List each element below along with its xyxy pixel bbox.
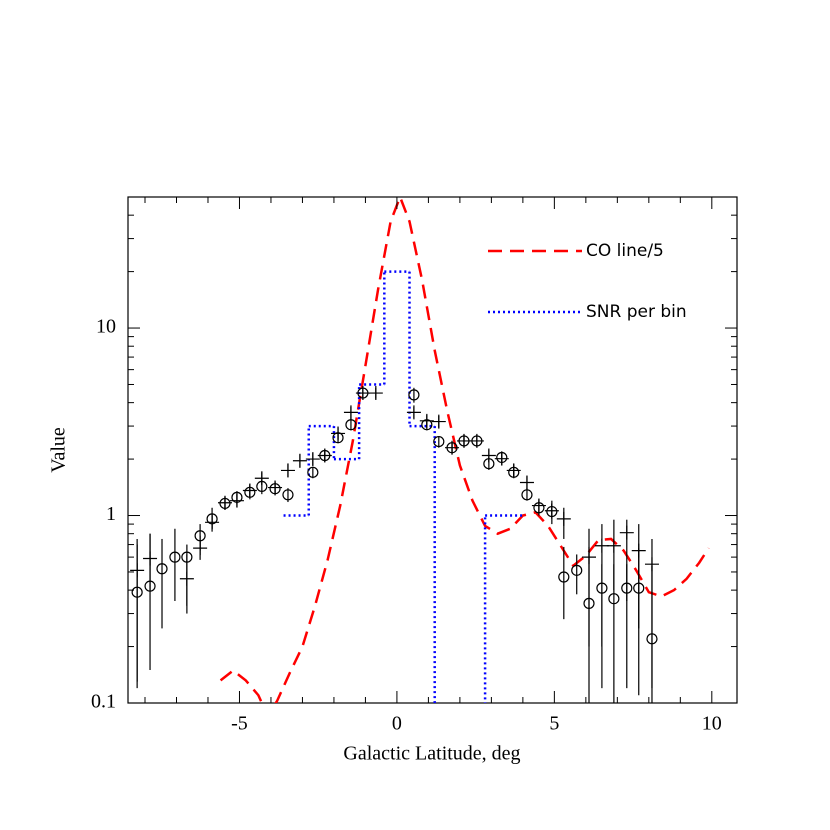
point-cross bbox=[343, 405, 358, 420]
point-circle bbox=[169, 551, 181, 563]
y-tick-label: 10 bbox=[96, 316, 116, 338]
point-cross bbox=[431, 414, 446, 429]
point-cross bbox=[317, 448, 332, 463]
point-circle bbox=[608, 593, 620, 605]
point-cross bbox=[254, 471, 269, 486]
point-cross bbox=[519, 475, 534, 490]
legend-label: SNR per bin bbox=[586, 302, 687, 322]
point-circle bbox=[156, 563, 168, 575]
co-line bbox=[219, 197, 710, 703]
y-tick-label: 0.1 bbox=[91, 691, 116, 713]
x-axis-label: Galactic Latitude, deg bbox=[343, 743, 520, 765]
point-cross bbox=[229, 493, 244, 508]
point-cross bbox=[193, 541, 208, 556]
point-circle bbox=[521, 489, 533, 501]
point-cross bbox=[506, 463, 521, 478]
point-cross bbox=[292, 453, 307, 468]
point-cross bbox=[494, 451, 509, 466]
point-cross bbox=[268, 480, 283, 495]
point-circle bbox=[307, 466, 319, 478]
x-tick-label: 0 bbox=[392, 713, 402, 735]
plot-frame bbox=[127, 196, 738, 704]
point-circle bbox=[558, 571, 570, 583]
y-tick-label: 1 bbox=[106, 503, 116, 525]
point-circle bbox=[571, 564, 583, 576]
point-cross bbox=[619, 525, 634, 540]
point-circle bbox=[282, 489, 294, 501]
point-cross bbox=[179, 571, 194, 586]
point-cross bbox=[644, 557, 659, 572]
y-axis-label: Value bbox=[48, 427, 70, 473]
point-cross bbox=[469, 433, 484, 448]
point-cross bbox=[355, 386, 370, 401]
point-cross bbox=[445, 440, 460, 455]
point-cross bbox=[406, 405, 421, 420]
point-circle bbox=[433, 435, 445, 448]
point-circle bbox=[345, 419, 357, 431]
point-cross bbox=[582, 550, 597, 565]
point-cross bbox=[606, 538, 621, 553]
point-cross bbox=[242, 483, 257, 498]
plot-area bbox=[130, 197, 710, 703]
point-cross bbox=[456, 433, 471, 448]
point-cross bbox=[143, 551, 158, 566]
point-cross bbox=[481, 448, 496, 463]
point-cross bbox=[419, 413, 434, 428]
point-cross bbox=[205, 515, 220, 530]
point-cross bbox=[217, 495, 232, 510]
point-cross bbox=[594, 538, 609, 553]
x-tick-label: 5 bbox=[549, 713, 559, 735]
point-cross bbox=[305, 452, 320, 467]
point-circle bbox=[408, 389, 420, 401]
x-tick-label: 10 bbox=[702, 713, 722, 735]
point-cross bbox=[631, 543, 646, 558]
point-cross bbox=[556, 511, 571, 526]
point-cross bbox=[130, 563, 145, 578]
legend-label: CO line/5 bbox=[586, 241, 664, 261]
point-cross bbox=[331, 426, 346, 441]
point-cross bbox=[368, 386, 383, 401]
point-cross bbox=[544, 503, 559, 518]
x-tick-label: -5 bbox=[231, 713, 248, 735]
point-cross bbox=[280, 463, 295, 478]
point-cross bbox=[531, 498, 546, 513]
